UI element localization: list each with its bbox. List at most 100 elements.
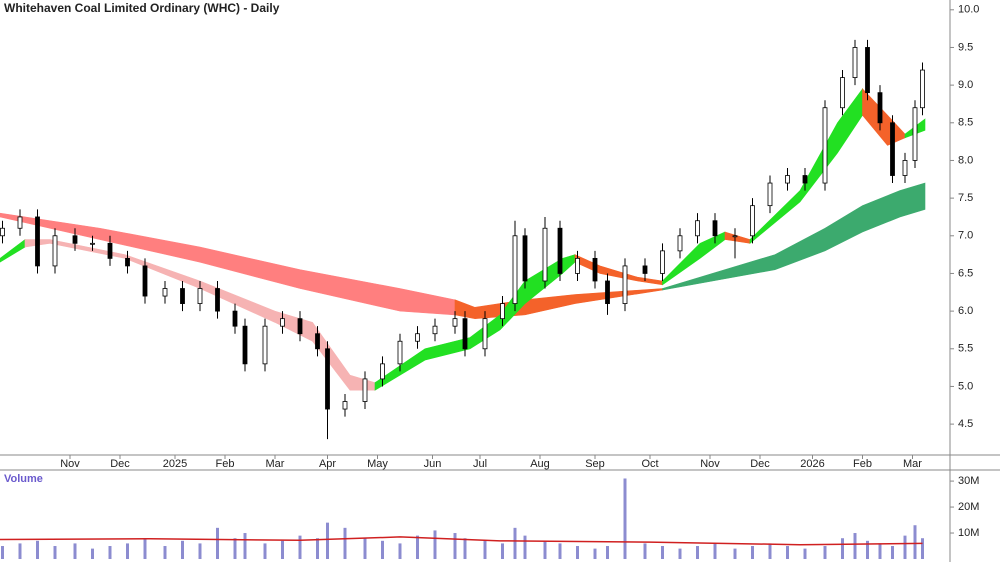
candle-body — [315, 333, 320, 350]
y-tick-label: 5.5 — [958, 343, 973, 355]
y-tick-label: 8.5 — [958, 117, 973, 129]
y-tick-label: 30M — [958, 475, 979, 487]
volume-bar — [661, 546, 664, 559]
x-tick-label: Oct — [641, 458, 658, 470]
y-tick-label: 20M — [958, 501, 979, 513]
volume-bar — [643, 543, 647, 559]
candle-body — [415, 333, 420, 342]
volume-bar — [768, 543, 772, 559]
x-tick-label: Mar — [266, 458, 285, 470]
volume-bar — [593, 548, 597, 559]
x-tick-label: May — [367, 458, 388, 470]
volume-bar — [913, 525, 917, 559]
candle-body — [767, 182, 773, 207]
volume-bar — [18, 543, 22, 559]
candle-body — [865, 47, 870, 94]
candle-body — [362, 378, 368, 402]
volume-bar — [163, 546, 167, 559]
volume-bar — [53, 546, 57, 559]
volume-bar — [751, 546, 754, 559]
volume-bar — [803, 548, 807, 559]
candle-body — [297, 318, 303, 335]
candle-body — [677, 235, 683, 252]
candle-body — [52, 235, 58, 267]
candle-body — [342, 401, 348, 410]
volume-bar — [501, 543, 504, 559]
volume-bar — [543, 540, 547, 559]
chart-title: Whitehaven Coal Limited Ordinary (WHC) -… — [4, 1, 280, 15]
x-tick-label: Apr — [319, 458, 336, 470]
x-tick-label: Dec — [750, 458, 770, 470]
volume-bar — [126, 543, 129, 559]
candle-body — [902, 160, 908, 176]
candle-body — [912, 107, 918, 161]
candle-body — [642, 265, 648, 274]
x-tick-label: 2025 — [163, 458, 187, 470]
x-tick-label: Nov — [700, 458, 720, 470]
x-tick-label: Jun — [424, 458, 442, 470]
volume-bar — [463, 538, 467, 559]
volume-bar — [891, 546, 894, 559]
candle-body — [522, 235, 528, 282]
y-tick-label: 6.0 — [958, 305, 973, 317]
candle-body — [35, 216, 40, 267]
y-tick-label: 5.0 — [958, 380, 973, 392]
candle-body — [17, 216, 23, 229]
volume-bar — [841, 538, 844, 559]
candle-body — [482, 318, 488, 350]
candle-body — [605, 280, 610, 304]
volume-bar — [678, 548, 682, 559]
volume-bar — [326, 522, 329, 559]
x-tick-label: Dec — [110, 458, 130, 470]
volume-bar — [921, 538, 924, 559]
x-tick-label: Jul — [473, 458, 487, 470]
candle-body — [500, 303, 505, 320]
volume-bar — [606, 546, 609, 559]
y-tick-label: 10.0 — [958, 4, 979, 16]
candle-body — [712, 220, 718, 237]
candle-body — [462, 318, 468, 350]
volume-bar — [73, 543, 77, 559]
candle-body — [452, 318, 458, 327]
y-tick-label: 10M — [958, 527, 979, 539]
volume-bar — [316, 538, 319, 559]
y-tick-label: 9.5 — [958, 41, 973, 53]
candle-body — [822, 107, 828, 184]
candle-body — [852, 47, 858, 78]
candle-body — [242, 325, 248, 365]
x-tick-label: Feb — [216, 458, 235, 470]
candle-body — [840, 77, 845, 109]
volume-bar — [623, 478, 627, 559]
volume-bar — [108, 546, 112, 559]
volume-bar — [696, 546, 699, 559]
volume-bar — [181, 540, 184, 559]
candle-body — [622, 265, 628, 304]
volume-bar — [381, 540, 384, 559]
volume-bar — [453, 533, 457, 559]
volume-bar — [733, 548, 737, 559]
x-tick-label: Aug — [530, 458, 550, 470]
y-tick-label: 4.5 — [958, 418, 973, 430]
volume-bar — [513, 527, 517, 559]
candle-body — [732, 235, 738, 238]
pane-title: Volume — [4, 473, 43, 485]
volume-bar — [263, 543, 267, 559]
candle-body — [0, 227, 5, 237]
volume-bar — [416, 535, 419, 559]
x-tick-label: Feb — [853, 458, 872, 470]
y-tick-label: 6.5 — [958, 267, 973, 279]
volume-bar — [713, 543, 717, 559]
candle-body — [785, 175, 790, 184]
candle-body — [380, 363, 385, 380]
candle-body — [125, 257, 130, 267]
x-tick-label: 2026 — [800, 458, 824, 470]
volume-bar — [233, 538, 237, 559]
candle-body — [575, 257, 580, 274]
candle-body — [72, 235, 78, 244]
candle-body — [180, 288, 185, 304]
volume-bar — [878, 543, 882, 559]
candle-body — [107, 242, 113, 259]
ribbon — [662, 182, 926, 291]
candle-body — [920, 69, 925, 109]
